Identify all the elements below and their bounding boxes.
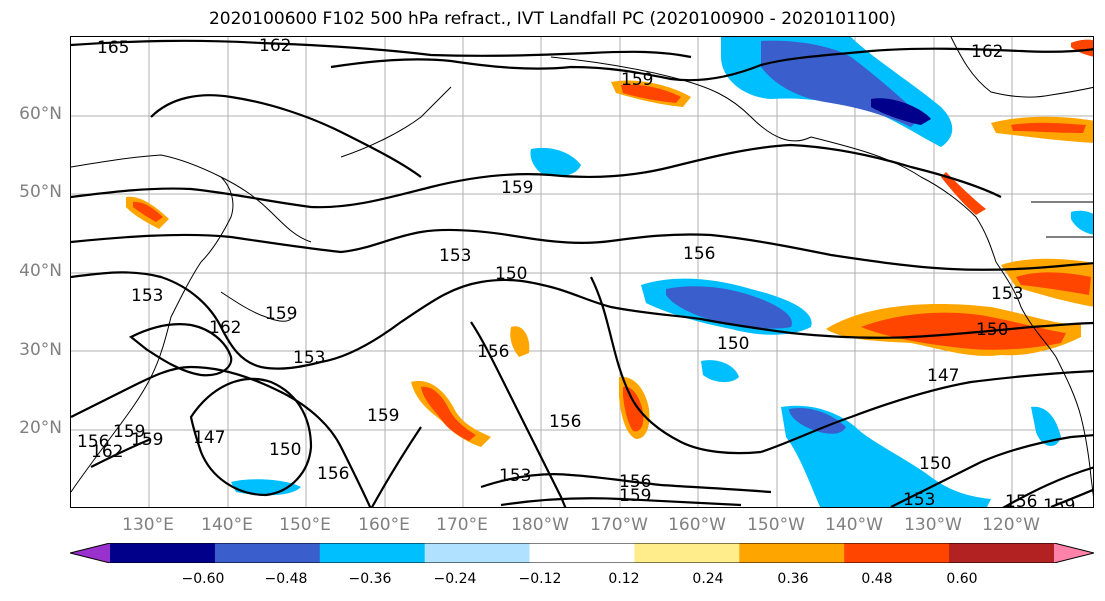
colorbar-segment (844, 543, 950, 563)
contour-label: 156 (1005, 492, 1037, 508)
coastlines (71, 37, 1093, 498)
lon-label-140e: 140°E (201, 515, 253, 535)
contour-label: 153 (903, 490, 935, 508)
lat-label-40n: 40°N (19, 261, 62, 281)
colorbar-segment (634, 543, 740, 563)
contour-label: 159 (619, 486, 651, 506)
lon-label-130w: 130°W (904, 515, 962, 535)
lat-label-20n: 20°N (19, 418, 62, 438)
contour-label: 156 (683, 244, 715, 264)
colorbar-tick: 0.36 (777, 571, 809, 587)
contour-label: 162 (259, 37, 291, 56)
contour-label: 153 (439, 246, 471, 266)
contour-label: 150 (919, 454, 951, 474)
contour-label: 147 (193, 428, 225, 448)
contour-label: 150 (976, 320, 1008, 340)
lon-label-120w: 120°W (982, 515, 1040, 535)
contour-label: 153 (131, 286, 163, 306)
contour-label: 165 (97, 38, 129, 58)
contour-label: 150 (269, 440, 301, 460)
lon-label-130e: 130°E (122, 515, 174, 535)
colorbar-segment (110, 543, 216, 563)
lon-label-180w: 180°W (511, 515, 569, 535)
colorbar-right-extend (1054, 543, 1094, 563)
lon-label-170w: 170°W (590, 515, 648, 535)
contour-label: 156 (549, 412, 581, 432)
colorbar-tick: 0.24 (692, 571, 724, 587)
lon-label-160w: 160°W (668, 515, 726, 535)
contour-label: 153 (499, 466, 531, 486)
lon-label-170e: 170°E (436, 515, 488, 535)
colorbar-tick: −0.36 (348, 571, 392, 587)
colorbar-segment (319, 543, 426, 563)
contour-label: 159 (265, 304, 297, 324)
shading-positive (126, 39, 1093, 447)
contour-label: 156 (317, 464, 349, 484)
contour-label-group: 165 162 159 162 159 153 156 150 153 162 … (77, 37, 1075, 508)
contour-label: 159 (367, 406, 399, 426)
shading-negative (231, 37, 1093, 507)
colorbar-tick: −0.12 (518, 571, 562, 587)
colorbar-segment (214, 543, 321, 563)
contour-label: 153 (293, 348, 325, 368)
colorbar-tick: 0.60 (946, 571, 978, 587)
lon-label-150w: 150°W (747, 515, 805, 535)
lat-label-30n: 30°N (19, 340, 62, 360)
contour-label: 156 (619, 472, 651, 492)
gridlines (71, 37, 1093, 507)
contour-label: 156 (477, 342, 509, 362)
contour-label: 162 (91, 442, 123, 462)
colorbar-tick: 0.12 (608, 571, 640, 587)
contour-label: 159 (113, 422, 145, 442)
colorbar-left-extend (70, 543, 110, 563)
lat-label-50n: 50°N (19, 182, 62, 202)
lon-label-140w: 140°W (825, 515, 883, 535)
lon-label-160e: 160°E (358, 515, 410, 535)
lat-label-60n: 60°N (19, 104, 62, 124)
colorbar-segment (739, 543, 845, 563)
map-canvas: 165 162 159 162 159 153 156 150 153 162 … (71, 37, 1093, 508)
contour-label: 156 (77, 432, 109, 452)
colorbar (70, 543, 1094, 563)
colorbar-tick: 0.48 (861, 571, 893, 587)
map-panel: 165 162 159 162 159 153 156 150 153 162 … (70, 36, 1094, 508)
contour-label: 159 (621, 70, 653, 90)
contour-label: 159 (501, 178, 533, 198)
colorbar-segment (424, 543, 531, 563)
figure-title: 2020100600 F102 500 hPa refract., IVT La… (208, 9, 896, 29)
colorbar-tick: −0.60 (181, 571, 225, 587)
colorbar-segment (949, 543, 1055, 563)
colorbar-segment (529, 543, 635, 563)
lon-label-150e: 150°E (279, 515, 331, 535)
contour-label: 153 (991, 284, 1023, 304)
contour-label: 147 (927, 366, 959, 386)
contour-label: 162 (209, 318, 241, 338)
contour-label: 159 (1043, 496, 1075, 508)
colorbar-tick: −0.48 (264, 571, 308, 587)
contour-label: 150 (717, 334, 749, 354)
colorbar-tick: −0.24 (433, 571, 477, 587)
height-contours (71, 39, 1093, 507)
contour-label: 150 (495, 264, 527, 284)
contour-label: 162 (971, 42, 1003, 62)
contour-label: 159 (131, 430, 163, 450)
